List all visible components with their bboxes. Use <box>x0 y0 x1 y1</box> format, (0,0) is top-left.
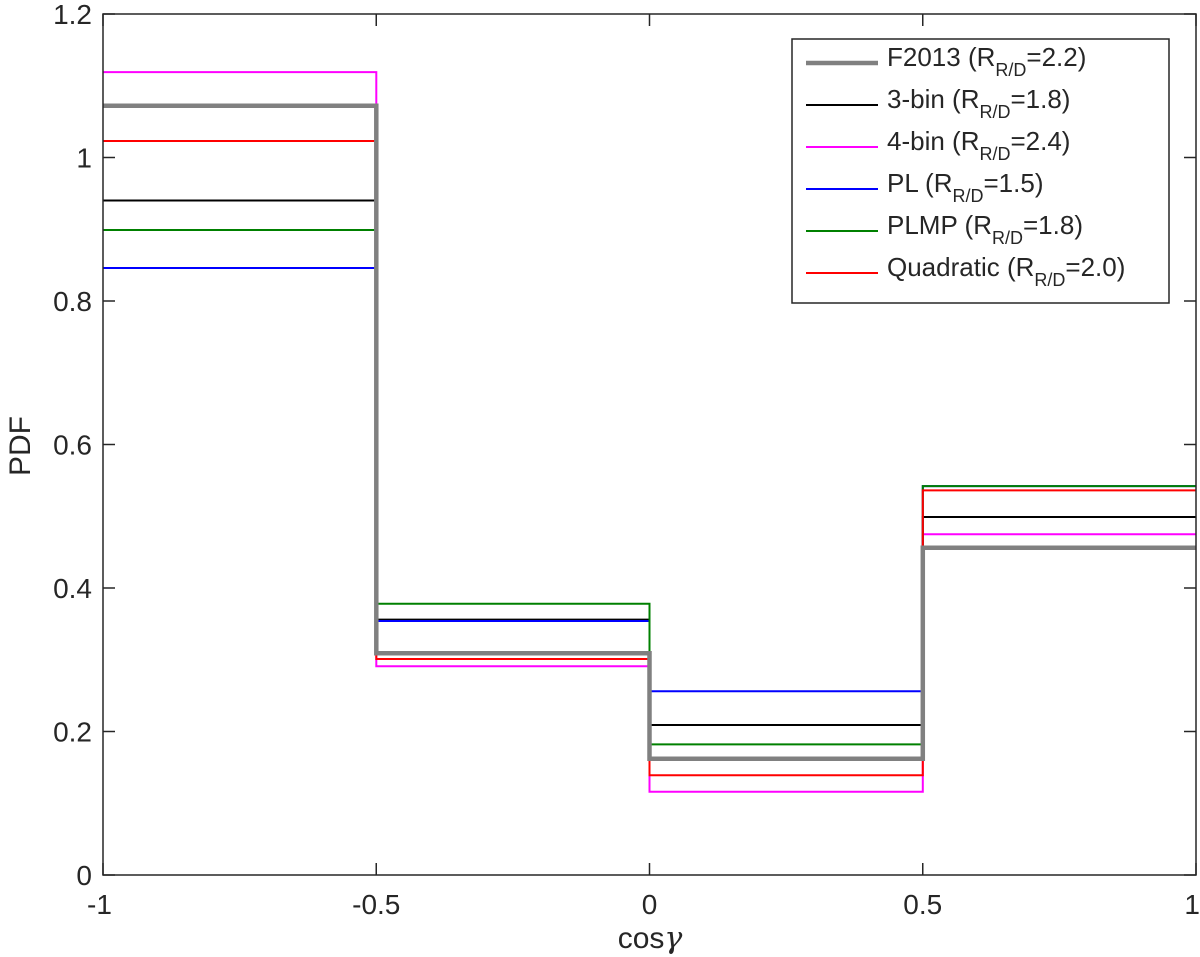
legend-entry: PLMP (RR/D=1.8) <box>887 210 1083 248</box>
y-tick-label: 1.2 <box>53 0 92 30</box>
legend: F2013 (RR/D=2.2)3-bin (RR/D=1.8)4-bin (R… <box>791 38 1170 304</box>
y-tick-label: 1 <box>76 143 92 174</box>
legend-value: =2.2) <box>1026 42 1086 72</box>
x-axis-title-symbol: γ <box>664 921 682 956</box>
x-tick-label: -1 <box>87 889 112 920</box>
legend-entry: 3-bin (RR/D=1.8) <box>887 84 1070 122</box>
y-tick-labels: 0 0.2 0.4 0.6 0.8 1 1.2 <box>53 0 92 891</box>
legend-series-name: 4-bin (R <box>887 126 979 156</box>
legend-entry: Quadratic (RR/D=2.0) <box>887 252 1125 290</box>
legend-entry: 4-bin (RR/D=2.4) <box>887 126 1070 164</box>
y-tick-label: 0 <box>76 860 92 891</box>
y-tick-label: 0.2 <box>53 717 92 748</box>
legend-value: =1.5) <box>984 168 1044 198</box>
x-tick-label: 0.5 <box>903 889 942 920</box>
y-tick-label: 0.8 <box>53 286 92 317</box>
legend-series-name: PLMP (R <box>887 210 992 240</box>
series-layer <box>103 71 1196 793</box>
legend-series-name: 3-bin (R <box>887 84 979 114</box>
legend-entry: PL (RR/D=1.5) <box>887 168 1044 206</box>
legend-entry: F2013 (RR/D=2.2) <box>887 42 1086 80</box>
x-tick-label: -0.5 <box>352 889 400 920</box>
legend-subscript: R/D <box>953 186 984 206</box>
y-axis-title: PDF <box>4 416 37 476</box>
legend-value: =1.8) <box>1010 84 1070 114</box>
x-axis-title-text: cos <box>618 922 665 955</box>
legend-subscript: R/D <box>995 60 1026 80</box>
y-tick-label: 0.6 <box>53 430 92 461</box>
x-tick-labels: -1 -0.5 0 0.5 1 <box>87 889 1200 920</box>
x-tick-label: 1 <box>1184 889 1200 920</box>
legend-box <box>791 38 1170 304</box>
legend-value: =2.4) <box>1010 126 1070 156</box>
legend-subscript: R/D <box>1034 270 1065 290</box>
legend-value: =1.8) <box>1023 210 1083 240</box>
x-tick-label: 0 <box>642 889 658 920</box>
legend-series-name: F2013 (R <box>887 42 995 72</box>
legend-items: F2013 (RR/D=2.2)3-bin (RR/D=1.8)4-bin (R… <box>806 42 1125 290</box>
x-axis-title: cosγ <box>618 921 683 956</box>
legend-subscript: R/D <box>979 102 1010 122</box>
legend-subscript: R/D <box>992 228 1023 248</box>
legend-series-name: Quadratic (R <box>887 252 1034 282</box>
y-tick-label: 0.4 <box>53 573 92 604</box>
ticks-layer <box>102 13 1197 876</box>
series-line-f2013 <box>103 103 1196 762</box>
legend-value: =2.0) <box>1065 252 1125 282</box>
legend-subscript: R/D <box>979 144 1010 164</box>
legend-series-name: PL (R <box>887 168 953 198</box>
